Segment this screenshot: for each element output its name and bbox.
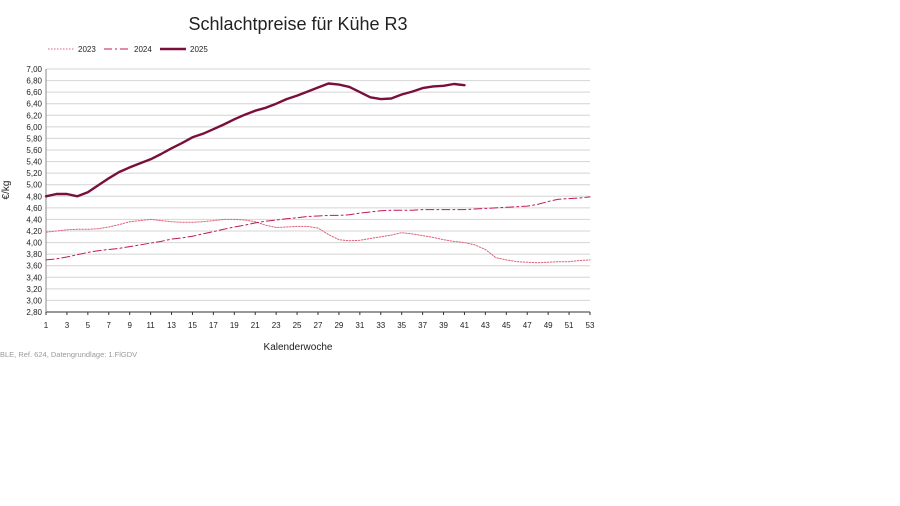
x-tick-label: 51 — [565, 321, 574, 330]
chart-title: Schlachtpreise für Kühe R3 — [188, 14, 407, 34]
y-tick-labels: 2,80 3,00 3,20 3,40 3,60 3,80 4,00 4,20 4,40 4,60… — [26, 65, 42, 317]
y-tick-label: 6,20 — [26, 111, 42, 120]
x-tick-label: 3 — [65, 321, 70, 330]
series-line-2024 — [45, 196, 591, 261]
x-axis-label: Kalenderwoche — [264, 342, 333, 353]
x-tick-label: 7 — [107, 321, 112, 330]
legend-label-2024: 2024 — [134, 45, 152, 54]
series-line-2023 — [45, 218, 591, 264]
y-tick-label: 6,80 — [26, 77, 42, 86]
x-tick-label: 35 — [397, 321, 406, 330]
x-tick-label: 31 — [355, 321, 364, 330]
x-tick-label: 37 — [418, 321, 427, 330]
x-tick-label: 29 — [334, 321, 343, 330]
y-tick-label: 4,20 — [26, 227, 42, 236]
x-tick-label: 11 — [146, 321, 155, 330]
x-tick-label: 53 — [586, 321, 595, 330]
x-tick-labels: 1 3 5 7 9 11 13 15 17 19 21 23 25 27 29 31 33 35 37 39 41 43 4… — [44, 321, 595, 330]
y-tick-label: 4,60 — [26, 204, 42, 213]
x-tick-label: 45 — [502, 321, 511, 330]
y-tick-label: 6,60 — [26, 88, 42, 97]
series-lines — [44, 82, 591, 264]
y-tick-label: 3,60 — [26, 262, 42, 271]
y-tick-label: 5,60 — [26, 146, 42, 155]
y-tick-label: 4,80 — [26, 192, 42, 201]
x-tick-label: 19 — [230, 321, 239, 330]
y-tick-label: 4,40 — [26, 215, 42, 224]
legend-label-2023: 2023 — [78, 45, 96, 54]
y-tick-label: 5,80 — [26, 134, 42, 143]
x-tick-label: 39 — [439, 321, 448, 330]
x-tick-label: 1 — [44, 321, 49, 330]
y-tick-label: 5,40 — [26, 158, 42, 167]
x-tick-label: 47 — [523, 321, 532, 330]
y-tick-label: 3,40 — [26, 273, 42, 282]
y-tick-label: 5,00 — [26, 181, 42, 190]
y-tick-label: 2,80 — [26, 308, 42, 317]
y-tick-label: 6,40 — [26, 100, 42, 109]
series-line-2025 — [44, 82, 466, 198]
x-tick-label: 15 — [188, 321, 197, 330]
y-tick-label: 5,20 — [26, 169, 42, 178]
x-tick-label: 49 — [544, 321, 553, 330]
x-tick-label: 13 — [167, 321, 176, 330]
axes — [45, 69, 591, 315]
gridlines — [46, 68, 590, 301]
x-tick-label: 43 — [481, 321, 490, 330]
x-tick-label: 17 — [209, 321, 218, 330]
legend-label-2025: 2025 — [190, 45, 208, 54]
y-tick-label: 3,80 — [26, 250, 42, 259]
source-note: BLE, Ref. 624, Datengrundlage: 1.FlGDV — [0, 350, 137, 359]
x-tick-label: 21 — [251, 321, 260, 330]
y-tick-label: 3,20 — [26, 285, 42, 294]
x-tick-label: 9 — [127, 321, 132, 330]
x-tick-label: 41 — [460, 321, 469, 330]
x-tick-label: 33 — [376, 321, 385, 330]
y-tick-label: 4,00 — [26, 239, 42, 248]
x-tick-label: 23 — [272, 321, 281, 330]
y-tick-label: 7,00 — [26, 65, 42, 74]
x-tick-label: 25 — [293, 321, 302, 330]
legend: 2023 2024 2025 — [48, 45, 208, 54]
y-tick-label: 3,00 — [26, 296, 42, 305]
y-tick-label: 6,00 — [26, 123, 42, 132]
x-tick-label: 27 — [314, 321, 323, 330]
y-axis-label: €/kg — [1, 181, 12, 200]
x-tick-label: 5 — [86, 321, 91, 330]
